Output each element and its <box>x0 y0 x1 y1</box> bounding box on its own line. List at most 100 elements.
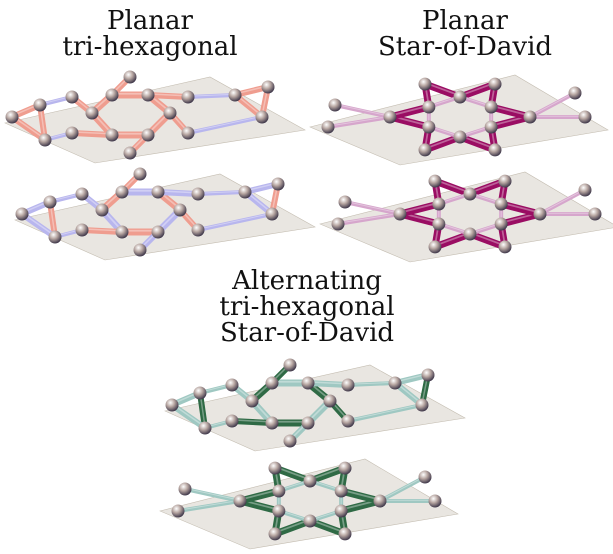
bond <box>346 381 397 387</box>
bond <box>19 211 58 240</box>
label-planar-star-of-david: Planar Star-of-David <box>365 8 565 60</box>
atom <box>191 187 205 201</box>
bond-highlight <box>347 403 423 421</box>
trihexagonal-lattice-bottom <box>14 167 316 261</box>
atom <box>334 504 348 518</box>
bond-highlight <box>197 212 273 230</box>
bond <box>186 115 264 135</box>
atom <box>301 416 315 430</box>
atom <box>133 243 147 257</box>
atom <box>303 474 317 488</box>
atom <box>484 120 498 134</box>
atom <box>321 120 335 134</box>
alternating-star-of-david-lattice <box>159 458 459 550</box>
bond <box>196 190 247 196</box>
bond <box>69 130 115 138</box>
label-line: Alternating <box>232 266 382 296</box>
atom <box>338 461 352 475</box>
bond-highlight <box>81 228 123 232</box>
bond-highlight <box>529 91 576 117</box>
atom <box>178 482 192 496</box>
atom <box>271 177 285 191</box>
atom <box>578 183 592 197</box>
atom <box>198 421 212 435</box>
atom <box>141 128 155 142</box>
atom <box>115 225 129 239</box>
bond-highlight <box>157 190 199 194</box>
bond <box>346 403 424 423</box>
label-planar-trihexagonal: Planar tri-hexagonal <box>50 8 250 60</box>
atom <box>163 106 177 120</box>
atom <box>373 494 387 508</box>
atom <box>151 225 165 239</box>
substrate-plane <box>159 458 459 550</box>
atom <box>165 398 179 412</box>
bond <box>79 227 125 235</box>
atom <box>43 195 57 209</box>
bond-highlight <box>231 419 273 423</box>
atom <box>428 174 442 188</box>
atom <box>338 195 352 209</box>
atom <box>488 143 502 157</box>
atom <box>85 106 99 120</box>
bond-highlight <box>539 188 586 214</box>
bond <box>528 91 577 119</box>
atom <box>418 470 432 484</box>
atom <box>265 207 279 221</box>
atom <box>488 77 502 91</box>
substrate-plane <box>319 171 613 263</box>
atom <box>578 110 592 124</box>
label-line: Star-of-David <box>219 318 395 348</box>
atom <box>432 197 446 211</box>
bond <box>305 380 351 388</box>
bond-highlight <box>337 212 401 224</box>
atom <box>341 414 355 428</box>
atom <box>141 88 155 102</box>
atom <box>432 217 446 231</box>
atom <box>225 414 239 428</box>
bond-highlight <box>177 499 241 511</box>
atom <box>494 217 508 231</box>
label-line: Planar <box>107 6 193 36</box>
bond-highlight <box>187 93 236 97</box>
atom <box>418 143 432 157</box>
atom <box>334 484 348 498</box>
atom <box>283 434 297 448</box>
atom <box>301 376 315 390</box>
atom <box>105 88 119 102</box>
atom <box>261 80 275 94</box>
atom <box>422 100 436 114</box>
atom <box>421 368 435 382</box>
bond <box>183 487 242 503</box>
atom <box>48 230 62 244</box>
atom <box>568 86 582 100</box>
label-line: Star-of-David <box>377 32 553 62</box>
trihexagonal-lattice-top <box>4 70 306 164</box>
atom <box>498 174 512 188</box>
atom <box>65 126 79 140</box>
bond-highlight <box>197 190 246 194</box>
atom <box>272 484 286 498</box>
atom <box>588 207 602 221</box>
bond-highlight <box>187 115 263 133</box>
atom <box>484 100 498 114</box>
atom <box>328 98 342 112</box>
bond-highlight <box>307 381 349 385</box>
bond <box>326 115 392 129</box>
bond-highlight <box>344 200 401 214</box>
atom <box>173 203 187 217</box>
bond <box>378 475 427 503</box>
atom <box>265 416 279 430</box>
bond-highlight <box>184 487 241 501</box>
label-alternating: Alternating tri-hexagonal Star-of-David <box>207 268 407 346</box>
atom <box>323 394 337 408</box>
star-of-david-lattice-bottom <box>319 171 613 263</box>
atom <box>123 70 137 84</box>
bond <box>9 114 48 143</box>
atom <box>494 197 508 211</box>
atom <box>428 494 442 508</box>
atom <box>265 376 279 390</box>
atom <box>5 110 19 124</box>
atom <box>181 126 195 140</box>
atom <box>303 514 317 528</box>
